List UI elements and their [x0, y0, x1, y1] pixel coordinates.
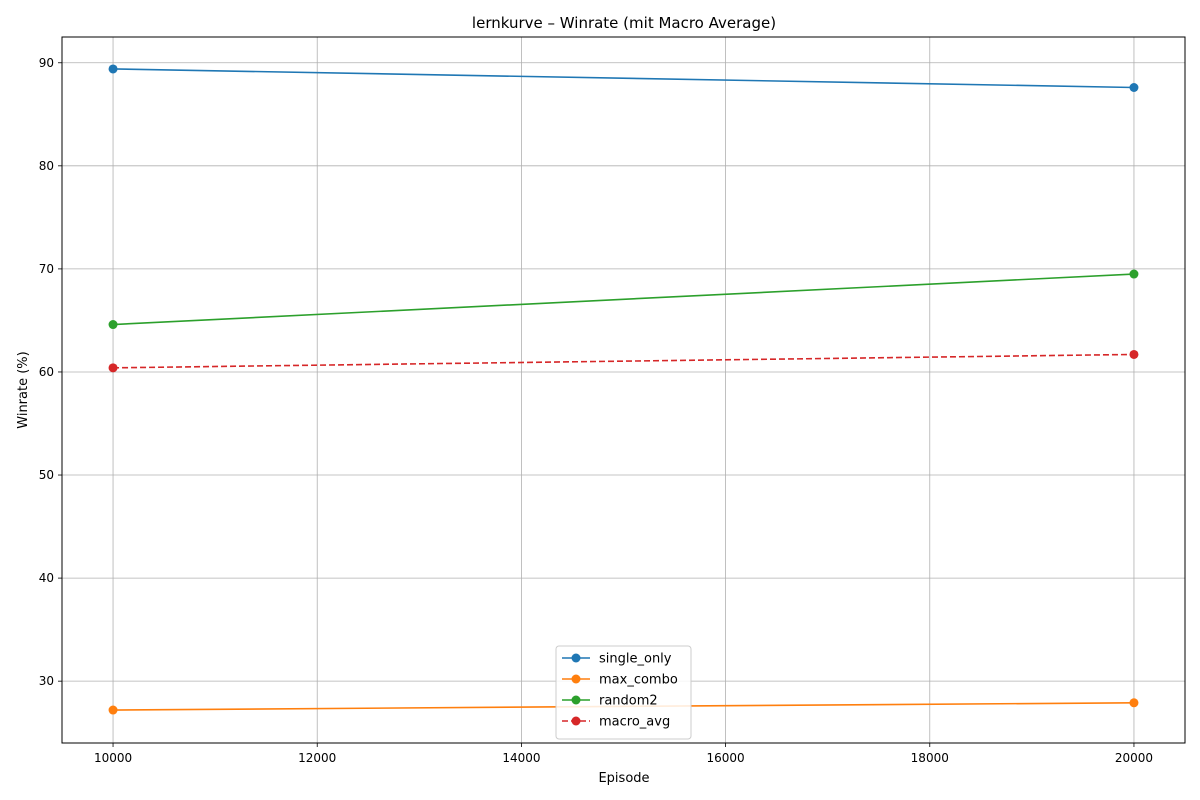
x-axis-label: Episode: [598, 771, 649, 786]
y-tick-label: 80: [39, 159, 54, 173]
x-tick-label: 12000: [298, 751, 336, 765]
data-point-macro_avg: [1129, 349, 1139, 359]
legend-marker-random2: [571, 695, 581, 705]
x-tick-label: 18000: [911, 751, 949, 765]
legend-label-macro_avg: macro_avg: [599, 715, 670, 730]
legend-label-max_combo: max_combo: [599, 673, 678, 688]
plot-frame: [61, 36, 1186, 744]
y-tick-label: 40: [39, 571, 54, 585]
y-tick-label: 50: [39, 468, 54, 482]
y-tick-label: 30: [39, 674, 54, 688]
x-tick-label: 20000: [1115, 751, 1153, 765]
x-tick-label: 16000: [706, 751, 744, 765]
legend-frame: [555, 645, 692, 740]
data-point-macro_avg: [108, 363, 118, 373]
legend-label-random2: random2: [599, 694, 658, 709]
x-tick-label: 10000: [94, 751, 132, 765]
grid-lines: [62, 37, 1185, 743]
legend-label-single_only: single_only: [599, 652, 672, 667]
data-point-single_only: [1129, 83, 1139, 93]
legend-marker-single_only: [571, 653, 581, 663]
data-point-max_combo: [108, 705, 118, 715]
series-line-macro_avg: [113, 353, 1134, 369]
series-line-single_only: [113, 68, 1134, 89]
legend: single_only max_combo random2 macro_avg: [555, 645, 692, 740]
data-point-max_combo: [1129, 698, 1139, 708]
y-tick-label: 70: [39, 262, 54, 276]
series-line-random2: [113, 273, 1134, 326]
chart-title: lernkurve – Winrate (mit Macro Average): [472, 14, 776, 32]
y-tick-label: 60: [39, 365, 54, 379]
y-axis-label: Winrate (%): [16, 351, 31, 428]
data-point-random2: [108, 320, 118, 330]
legend-marker-macro_avg: [571, 716, 581, 726]
y-tick-label: 90: [39, 56, 54, 70]
data-point-random2: [1129, 269, 1139, 279]
legend-marker-max_combo: [571, 674, 581, 684]
series-layer: [108, 64, 1139, 715]
x-tick-label: 14000: [502, 751, 540, 765]
data-point-single_only: [108, 64, 118, 74]
axis-ticks: 10000 12000 14000 16000 18000 20000 30 40 50 60 70…: [39, 56, 1153, 765]
